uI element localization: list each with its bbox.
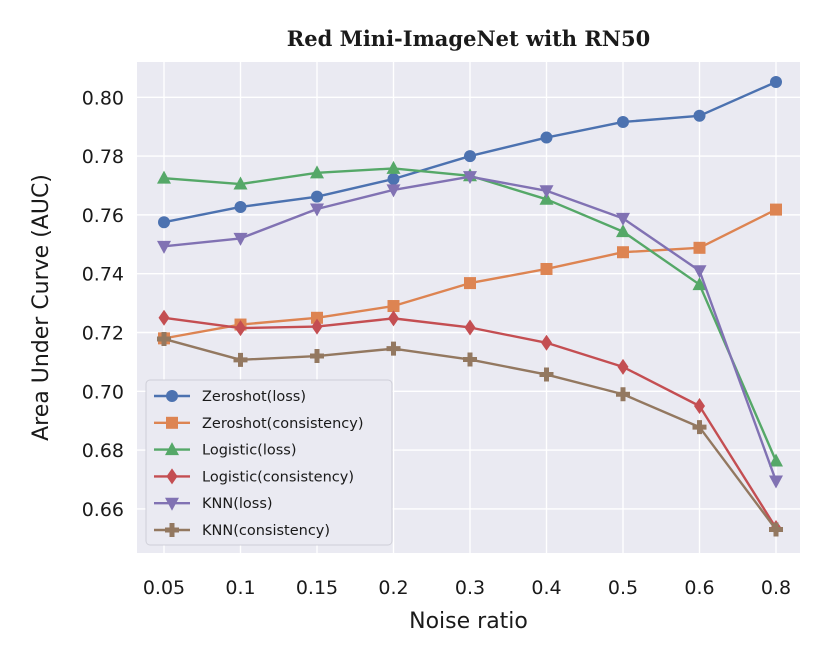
data-point <box>311 311 323 324</box>
legend-label: Logistic(consistency) <box>202 469 354 485</box>
data-point <box>693 241 706 254</box>
data-point <box>388 310 399 327</box>
legend-marker <box>165 497 179 511</box>
data-point <box>235 320 246 337</box>
y-tick-label: 0.66 <box>82 499 124 521</box>
data-point <box>157 240 171 254</box>
series-layer <box>157 75 783 537</box>
legend: Zeroshot(loss) Zeroshot(consistency) Logis… <box>145 379 393 546</box>
data-point <box>617 115 629 128</box>
legend-entry: Zeroshot(loss) <box>154 389 306 405</box>
data-point <box>463 352 477 367</box>
chart-title: Red Mini-ImageNet with RN50 <box>287 26 650 51</box>
legend-label: Logistic(loss) <box>202 443 297 459</box>
data-point <box>540 262 553 275</box>
legend-marker <box>165 442 179 456</box>
data-point <box>692 277 707 291</box>
data-point <box>233 232 248 246</box>
data-point <box>692 265 707 279</box>
legend-box <box>145 379 393 546</box>
series-zeroshot-loss <box>158 75 782 229</box>
data-point <box>310 165 324 179</box>
legend-label: KNN(consistency) <box>202 523 330 539</box>
legend-entry: Logistic(loss) <box>154 442 297 459</box>
data-point <box>387 173 400 186</box>
data-point <box>158 216 170 229</box>
legend-marker <box>166 390 178 402</box>
data-point <box>157 170 171 184</box>
legend-entry: KNN(loss) <box>154 496 273 512</box>
data-point <box>464 277 476 290</box>
data-point <box>234 200 247 213</box>
data-point <box>233 352 248 367</box>
series-knn-loss <box>157 171 783 489</box>
data-point <box>464 319 476 336</box>
data-point <box>540 131 553 144</box>
data-point <box>311 318 323 335</box>
x-axis-ticks: 0.05 0.1 0.15 0.2 0.3 0.4 0.5 0.6 0.8 <box>143 577 791 599</box>
data-point <box>157 331 171 346</box>
data-point <box>233 176 248 190</box>
data-point <box>769 453 783 467</box>
y-tick-label: 0.80 <box>82 87 124 109</box>
y-tick-label: 0.78 <box>82 146 124 168</box>
data-point <box>769 475 783 489</box>
x-tick-label: 0.15 <box>296 577 338 599</box>
data-point <box>464 150 476 163</box>
data-point <box>770 203 782 216</box>
y-tick-label: 0.72 <box>82 322 124 344</box>
legend-marker <box>166 416 178 429</box>
data-point <box>539 185 554 199</box>
data-point <box>769 522 783 537</box>
x-tick-label: 0.1 <box>225 577 255 599</box>
data-point <box>616 224 630 238</box>
data-point <box>387 300 400 313</box>
x-tick-label: 0.05 <box>143 577 185 599</box>
y-tick-label: 0.76 <box>82 205 124 227</box>
data-point <box>539 367 554 382</box>
data-point <box>386 160 401 174</box>
legend-marker <box>165 523 179 537</box>
y-tick-label: 0.70 <box>82 381 124 403</box>
legend-label: Zeroshot(consistency) <box>202 416 364 432</box>
legend-entry: Logistic(consistency) <box>154 468 354 485</box>
data-point <box>310 203 324 217</box>
legend-label: Zeroshot(loss) <box>202 389 306 405</box>
data-point <box>158 309 170 326</box>
legend-entry: KNN(consistency) <box>154 523 330 539</box>
data-point <box>692 420 707 435</box>
data-point <box>693 109 706 122</box>
data-point <box>386 341 401 356</box>
data-point <box>386 184 401 198</box>
data-point <box>617 358 629 375</box>
x-tick-label: 0.2 <box>378 577 408 599</box>
data-point <box>616 212 630 226</box>
series-knn-consistency <box>157 331 783 537</box>
data-point <box>617 246 629 259</box>
x-axis-label: Noise ratio <box>409 609 528 634</box>
x-tick-label: 0.8 <box>761 577 791 599</box>
data-point <box>541 334 552 351</box>
y-axis-ticks: 0.66 0.68 0.70 0.72 0.74 0.76 0.78 0.80 <box>82 87 124 521</box>
x-tick-label: 0.6 <box>684 577 714 599</box>
data-point <box>310 349 324 364</box>
legend-label: KNN(loss) <box>202 496 273 512</box>
y-tick-label: 0.68 <box>82 440 124 462</box>
data-point <box>694 397 705 414</box>
x-tick-label: 0.3 <box>455 577 485 599</box>
legend-marker <box>166 468 178 485</box>
data-point <box>463 171 477 185</box>
x-tick-label: 0.4 <box>531 577 561 599</box>
legend-entry: Zeroshot(consistency) <box>154 416 364 432</box>
x-tick-label: 0.5 <box>608 577 638 599</box>
data-point <box>616 387 630 402</box>
y-axis-label: Area Under Curve (AUC) <box>29 174 54 441</box>
data-point <box>539 191 554 205</box>
y-tick-label: 0.74 <box>82 264 124 286</box>
data-point <box>311 190 323 203</box>
data-point <box>770 75 782 88</box>
